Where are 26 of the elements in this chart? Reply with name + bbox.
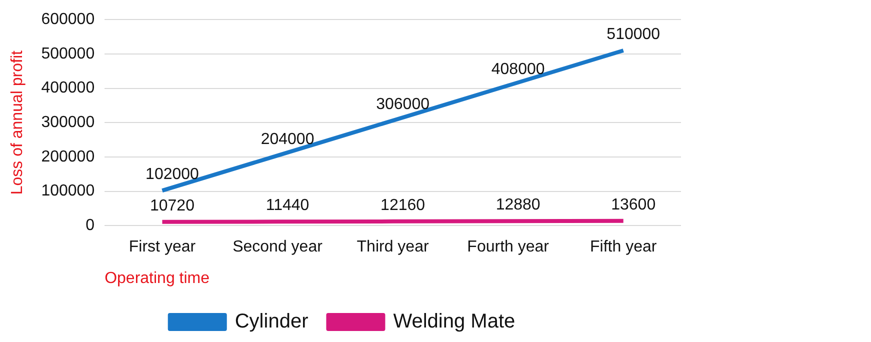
data-label: 12880	[496, 196, 540, 214]
data-label: 408000	[491, 60, 545, 78]
x-tick-label: Second year	[232, 238, 324, 256]
data-label: 510000	[606, 26, 660, 43]
y-tick-label: 200000	[41, 148, 95, 166]
x-tick-label: Fourth year	[467, 238, 550, 256]
y-tick-label: 300000	[41, 114, 95, 132]
data-label: 11440	[266, 197, 310, 214]
x-axis-title: Operating time	[104, 270, 210, 287]
data-label: 10720	[150, 197, 195, 214]
y-tick-label: 0	[86, 217, 95, 234]
data-label: 306000	[376, 96, 430, 113]
data-label: 102000	[146, 166, 200, 183]
data-label: 12160	[380, 196, 426, 214]
data-label: 13600	[611, 196, 656, 214]
x-tick-label: First year	[128, 238, 196, 256]
y-axis-title: Loss of annual profit	[9, 50, 26, 195]
y-tick-label: 600000	[41, 11, 95, 28]
legend-label: Cylinder	[234, 310, 309, 333]
y-tick-label: 100000	[41, 182, 95, 200]
x-tick-label: Fifth year	[590, 238, 658, 256]
y-tick-label: 400000	[41, 80, 95, 97]
y-tick-label: 500000	[41, 45, 95, 62]
x-tick-label: Third year	[356, 238, 430, 256]
legend-label: Welding Mate	[393, 310, 516, 333]
data-label: 204000	[260, 130, 314, 148]
